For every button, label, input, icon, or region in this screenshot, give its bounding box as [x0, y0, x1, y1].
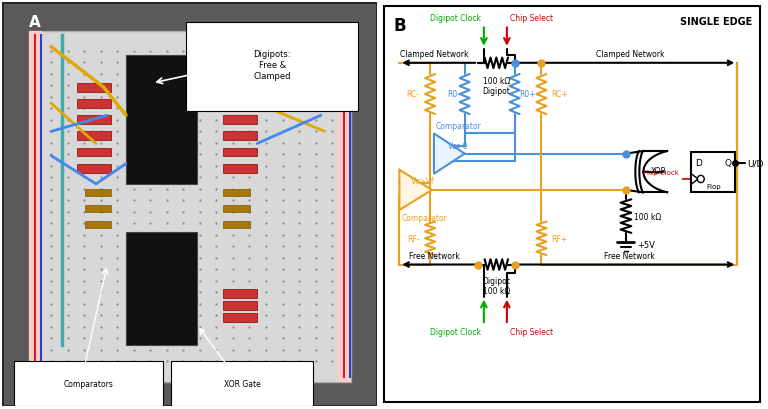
- Text: Free Network: Free Network: [409, 251, 459, 260]
- Bar: [338, 31, 351, 382]
- Circle shape: [283, 382, 306, 406]
- Text: Comparator: Comparator: [435, 122, 482, 131]
- Text: SINGLE EDGE: SINGLE EDGE: [680, 17, 752, 27]
- Text: R0-: R0-: [447, 90, 460, 99]
- Bar: [78, 132, 111, 141]
- Bar: [126, 56, 197, 184]
- Text: RF+: RF+: [551, 234, 567, 243]
- Text: Clamped Network: Clamped Network: [399, 50, 468, 59]
- Bar: [691, 152, 736, 192]
- Bar: [28, 31, 351, 382]
- Text: Comparators: Comparators: [64, 379, 114, 388]
- Text: Digipot Clock: Digipot Clock: [430, 327, 481, 336]
- Text: Clamped Network: Clamped Network: [595, 50, 664, 59]
- FancyBboxPatch shape: [171, 362, 313, 406]
- Bar: [223, 164, 257, 173]
- Bar: [78, 100, 111, 109]
- Text: U/D: U/D: [747, 159, 763, 168]
- Text: Q: Q: [724, 159, 731, 168]
- Text: RF-: RF-: [407, 234, 419, 243]
- Text: D: D: [695, 159, 702, 168]
- Text: Digipots:
Free &
Clamped: Digipots: Free & Clamped: [253, 50, 291, 81]
- Text: A: A: [28, 16, 40, 30]
- Bar: [223, 100, 257, 109]
- Text: Digipot Clock: Digipot Clock: [430, 14, 481, 23]
- Text: 100 kΩ: 100 kΩ: [634, 212, 661, 221]
- Bar: [78, 84, 111, 92]
- Text: Flop Clock: Flop Clock: [643, 170, 679, 175]
- Text: −: −: [402, 193, 412, 202]
- Polygon shape: [399, 170, 432, 211]
- Bar: [78, 116, 111, 125]
- Text: −: −: [437, 157, 446, 166]
- Bar: [223, 84, 257, 92]
- Text: Vc>0: Vc>0: [448, 142, 468, 151]
- Bar: [84, 189, 111, 196]
- Bar: [126, 233, 197, 345]
- Text: Chip Select: Chip Select: [510, 14, 553, 23]
- Text: XOR: XOR: [650, 167, 667, 176]
- Text: +5V: +5V: [637, 240, 654, 249]
- Text: Chip Select: Chip Select: [510, 327, 553, 336]
- Text: Free Network: Free Network: [604, 251, 655, 260]
- FancyBboxPatch shape: [14, 362, 164, 406]
- Bar: [84, 205, 111, 213]
- Bar: [223, 116, 257, 125]
- Text: R0+: R0+: [519, 90, 536, 99]
- Text: RC-: RC-: [406, 90, 419, 99]
- Text: +: +: [402, 178, 411, 188]
- Bar: [223, 189, 250, 196]
- Bar: [28, 31, 41, 382]
- Bar: [223, 301, 257, 310]
- Circle shape: [74, 382, 96, 406]
- Bar: [223, 148, 257, 157]
- Text: B: B: [393, 17, 406, 35]
- Text: 100 kΩ
Digipot: 100 kΩ Digipot: [482, 76, 511, 96]
- Bar: [223, 313, 257, 322]
- Circle shape: [697, 176, 704, 183]
- Bar: [84, 221, 111, 229]
- Bar: [78, 164, 111, 173]
- Text: +: +: [437, 142, 445, 152]
- Text: RC+: RC+: [551, 90, 568, 99]
- Bar: [223, 221, 250, 229]
- Bar: [223, 289, 257, 298]
- Bar: [223, 132, 257, 141]
- Text: Flop: Flop: [706, 183, 720, 189]
- Bar: [78, 148, 111, 157]
- Bar: [223, 205, 250, 213]
- Polygon shape: [434, 134, 465, 174]
- Text: Comparator: Comparator: [401, 214, 447, 223]
- FancyBboxPatch shape: [186, 23, 359, 112]
- Text: Digipot
100 kΩ: Digipot 100 kΩ: [482, 276, 511, 295]
- Text: Vc>Vf: Vc>Vf: [411, 177, 435, 186]
- Text: XOR Gate: XOR Gate: [223, 379, 260, 388]
